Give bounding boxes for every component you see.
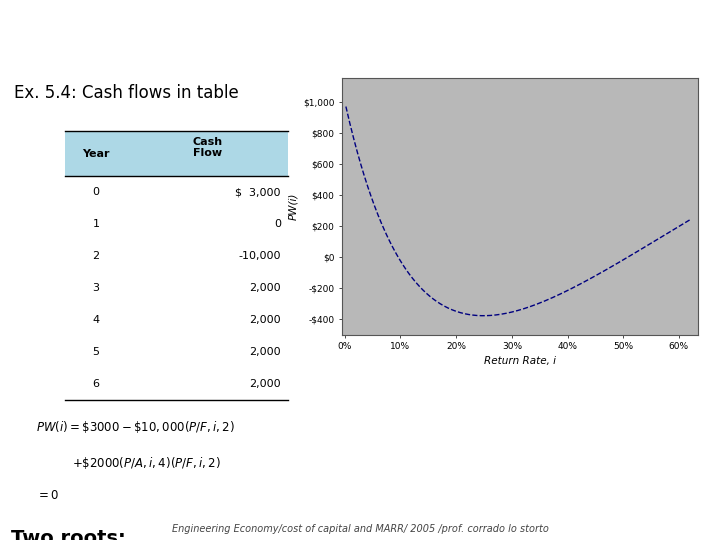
Text: -10,000: -10,000 (238, 251, 281, 261)
FancyBboxPatch shape (65, 131, 288, 176)
Text: 2,000: 2,000 (249, 379, 281, 389)
Text: 2,000: 2,000 (249, 284, 281, 293)
Text: Year: Year (82, 149, 109, 159)
Text: 3: 3 (93, 284, 99, 293)
Y-axis label: PW(i): PW(i) (289, 193, 299, 220)
Text: 6: 6 (93, 379, 99, 389)
Text: Engineering Economy/cost of capital and MARR/ 2005 /prof. corrado lo storto: Engineering Economy/cost of capital and … (171, 523, 549, 534)
Text: 2: 2 (92, 251, 99, 261)
Text: $= 0$: $= 0$ (36, 489, 59, 502)
Text: $PW(i) = \$3000 - \$10,000(P/F, i, 2)$: $PW(i) = \$3000 - \$10,000(P/F, i, 2)$ (36, 420, 235, 435)
Text: Cash
Flow: Cash Flow (192, 137, 222, 158)
Text: IRR Calculation:  Single Non-Simple Investment: IRR Calculation: Single Non-Simple Inves… (11, 21, 569, 41)
Text: Ex. 5.4: Cash flows in table: Ex. 5.4: Cash flows in table (14, 84, 239, 102)
Text: $  3,000: $ 3,000 (235, 187, 281, 197)
Text: 2,000: 2,000 (249, 347, 281, 357)
Text: 0: 0 (93, 187, 99, 197)
Text: Two roots:: Two roots: (11, 529, 125, 540)
Text: $+\$2000(P/A, i, 4)(P/F, i, 2)$: $+\$2000(P/A, i, 4)(P/F, i, 2)$ (72, 455, 221, 471)
X-axis label: Return Rate, i: Return Rate, i (485, 356, 557, 366)
Text: 2,000: 2,000 (249, 315, 281, 325)
Text: 4: 4 (92, 315, 99, 325)
Text: 0: 0 (274, 219, 281, 230)
Text: 1: 1 (93, 219, 99, 230)
Text: 5: 5 (93, 347, 99, 357)
